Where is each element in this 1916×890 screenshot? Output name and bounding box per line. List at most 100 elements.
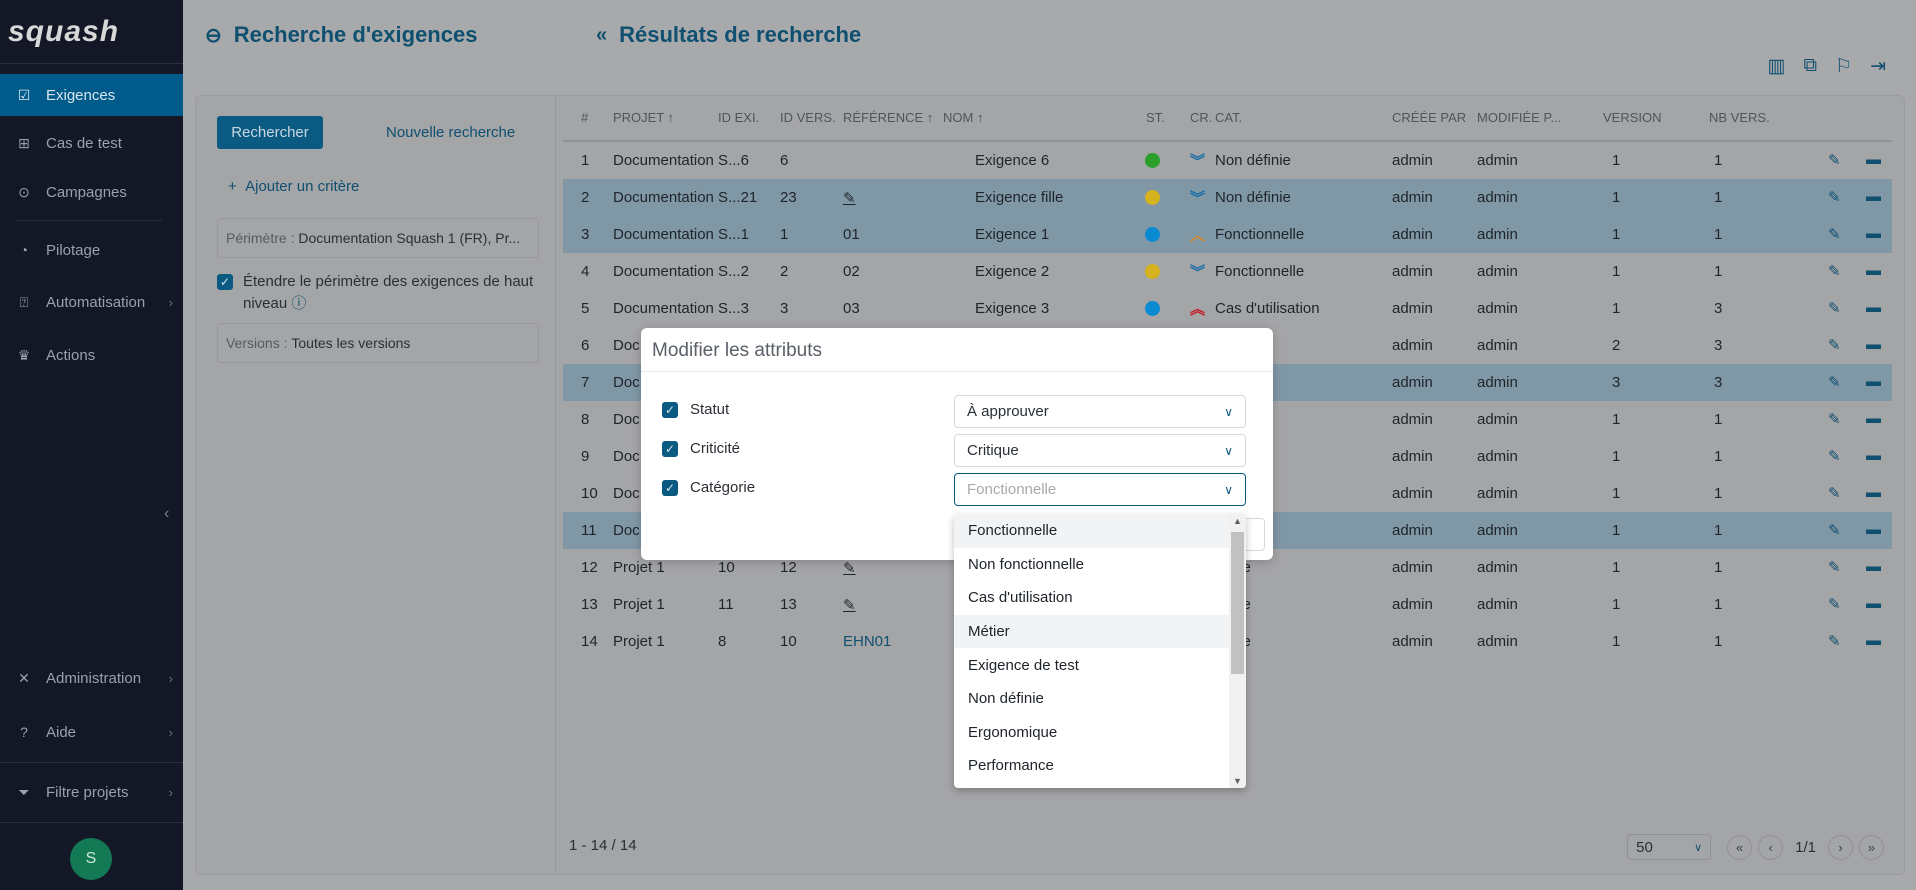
edit-icon[interactable]: ✎ — [1828, 596, 1841, 613]
edit-icon[interactable]: ✎ — [1828, 226, 1841, 243]
row-index: 12 — [581, 559, 598, 576]
col-projet[interactable]: PROJET ↑ — [613, 110, 675, 125]
dropdown-option[interactable]: Non définie — [968, 690, 1044, 708]
table-row[interactable]: 2 Documentation S...21 23 ✎ Exigence fille No… — [563, 179, 1892, 216]
first-page-button[interactable]: « — [1727, 834, 1753, 860]
export-icon[interactable]: ⇥ — [1870, 56, 1886, 77]
folder-icon[interactable]: ▬ — [1866, 521, 1881, 538]
folder-icon[interactable]: ▬ — [1866, 373, 1881, 390]
folder-icon[interactable]: ▬ — [1866, 484, 1881, 501]
scroll-up-icon[interactable]: ▲ — [1233, 516, 1242, 526]
dropdown-scrollbar[interactable]: ▲ ▼ — [1229, 514, 1246, 788]
edit-icon[interactable]: ✎ — [1828, 300, 1841, 317]
edit-icon[interactable]: ✎ — [1828, 485, 1841, 502]
statut-checkbox[interactable]: ✓ — [662, 401, 678, 418]
version-cell: 1 — [1612, 226, 1621, 243]
dropdown-option[interactable]: Métier — [954, 614, 1246, 649]
back-arrow-icon[interactable]: ⊖ — [205, 24, 222, 47]
sidebar-item-automatisation[interactable]: ⍰ Automatisation › — [0, 281, 183, 323]
next-page-button[interactable]: › — [1828, 834, 1853, 860]
edit-icon[interactable]: ✎ — [1828, 374, 1841, 391]
col-modifiee-par[interactable]: MODIFIÉE P... — [1477, 110, 1562, 125]
table-row[interactable]: 5 Documentation S...3 3 03 Exigence 3 Cas d'u… — [563, 290, 1892, 327]
folder-icon[interactable]: ▬ — [1866, 262, 1881, 279]
categorie-select[interactable]: Fonctionnelle ∨ — [954, 473, 1246, 506]
table-row[interactable]: 1 Documentation S...6 6 Exigence 6 Non défin… — [563, 142, 1892, 179]
folder-icon[interactable]: ▬ — [1866, 410, 1881, 427]
avatar[interactable]: S — [70, 838, 112, 880]
table-row[interactable]: 4 Documentation S...2 2 02 Exigence 2 Fonctio… — [563, 253, 1892, 290]
folder-icon[interactable]: ▬ — [1866, 188, 1881, 205]
criticite-checkbox[interactable]: ✓ — [662, 440, 678, 457]
versions-field[interactable]: Versions : Toutes les versions — [217, 323, 539, 363]
sidebar-item-actions[interactable]: ♛ Actions — [17, 346, 96, 364]
add-criteria-link[interactable]: + Ajouter un critère — [228, 178, 360, 195]
categorie-checkbox[interactable]: ✓ — [662, 479, 678, 496]
criticite-select[interactable]: Critique ∨ — [954, 434, 1246, 467]
last-page-button[interactable]: » — [1859, 834, 1884, 860]
statut-select[interactable]: À approuver ∨ — [954, 395, 1246, 428]
dropdown-option[interactable]: Performance — [968, 757, 1054, 775]
sidebar-item-pilotage[interactable]: ◔ Pilotage — [0, 229, 183, 271]
col-creee-par[interactable]: CRÉÉE PAR — [1392, 110, 1467, 125]
col-id-vers[interactable]: ID VERS. — [780, 110, 836, 125]
columns-icon[interactable]: ▥ — [1767, 56, 1786, 77]
edit-icon[interactable]: ✎ — [1828, 522, 1841, 539]
table-row[interactable]: 3 Documentation S...1 1 01 Exigence 1 Fonctio… — [563, 216, 1892, 253]
col-nb-vers[interactable]: NB VERS. — [1709, 110, 1770, 125]
folder-icon[interactable]: ▬ — [1866, 336, 1881, 353]
col-version[interactable]: VERSION — [1603, 110, 1662, 125]
sidebar-item-filtre-projets[interactable]: ⏷ Filtre projets › — [0, 771, 183, 813]
col-statut[interactable]: ST. — [1146, 110, 1165, 125]
sidebar-item-exigences[interactable]: ☑ Exigences — [0, 74, 183, 116]
dropdown-option[interactable]: Cas d'utilisation — [968, 589, 1073, 607]
scroll-down-icon[interactable]: ▼ — [1233, 776, 1242, 786]
col-reference[interactable]: RÉFÉRENCE ↑ — [843, 110, 934, 125]
dropdown-option[interactable]: Fonctionnelle — [954, 514, 1246, 548]
edit-icon[interactable]: ✎ — [1828, 411, 1841, 428]
col-nom[interactable]: NOM ↑ — [943, 110, 984, 125]
sidebar-item-campagnes[interactable]: ⊙ Campagnes — [0, 171, 183, 213]
modifiee-par-cell: admin — [1477, 485, 1518, 502]
multi-select-icon[interactable]: ⧉ — [1803, 55, 1818, 76]
edit-icon[interactable]: ✎ — [1828, 337, 1841, 354]
edit-icon[interactable]: ✎ — [1828, 263, 1841, 280]
edit-icon[interactable]: ✎ — [1828, 189, 1841, 206]
perimeter-field[interactable]: Périmètre : Documentation Squash 1 (FR),… — [217, 218, 539, 258]
help-icon[interactable]: ⓘ — [291, 295, 307, 312]
folder-icon[interactable]: ▬ — [1866, 632, 1881, 649]
edit-icon[interactable]: ✎ — [1828, 559, 1841, 576]
folder-icon[interactable]: ▬ — [1866, 299, 1881, 316]
folder-icon[interactable]: ▬ — [1866, 151, 1881, 168]
edit-icon[interactable]: ✎ — [1828, 633, 1841, 650]
extend-perimeter-checkbox[interactable]: ✓ — [217, 274, 233, 290]
logo[interactable]: squash — [0, 0, 183, 64]
folder-icon[interactable]: ▬ — [1866, 595, 1881, 612]
collapse-sidebar-icon[interactable]: ‹ — [164, 505, 170, 522]
sidebar-item-administration[interactable]: ✕ Administration › — [0, 657, 183, 699]
scrollbar-thumb[interactable] — [1231, 532, 1244, 674]
version-cell: 1 — [1612, 633, 1621, 650]
sidebar-item-aide[interactable]: ? Aide › — [0, 711, 183, 753]
table-row[interactable]: 10Docionnelleadminadmin11✎▬ — [563, 475, 1892, 512]
edit-icon[interactable]: ✎ — [1828, 448, 1841, 465]
flag-icon[interactable]: ⚐ — [1835, 56, 1853, 77]
folder-icon[interactable]: ▬ — [1866, 558, 1881, 575]
collapse-double-chevron-icon[interactable]: « — [596, 23, 608, 46]
folder-icon[interactable]: ▬ — [1866, 225, 1881, 242]
search-button[interactable]: Rechercher — [217, 116, 323, 149]
col-criticite[interactable]: CR. — [1190, 110, 1213, 125]
col-categorie[interactable]: CAT. — [1215, 110, 1243, 125]
new-search-link[interactable]: Nouvelle recherche — [386, 124, 516, 141]
page-size-select[interactable]: 50 ∨ — [1627, 834, 1712, 860]
edit-icon[interactable]: ✎ — [1828, 152, 1841, 169]
prev-page-button[interactable]: ‹ — [1758, 834, 1784, 860]
col-id-exi[interactable]: ID EXI. — [718, 110, 760, 125]
dropdown-option[interactable]: Ergonomique — [968, 723, 1058, 741]
sidebar-item-cas-de-test[interactable]: ⊞ Cas de test — [0, 122, 183, 164]
col-index[interactable]: # — [581, 110, 589, 125]
dropdown-option[interactable]: Non fonctionnelle — [968, 555, 1084, 573]
folder-icon[interactable]: ▬ — [1866, 447, 1881, 464]
dropdown-option[interactable]: Exigence de test — [968, 656, 1079, 674]
